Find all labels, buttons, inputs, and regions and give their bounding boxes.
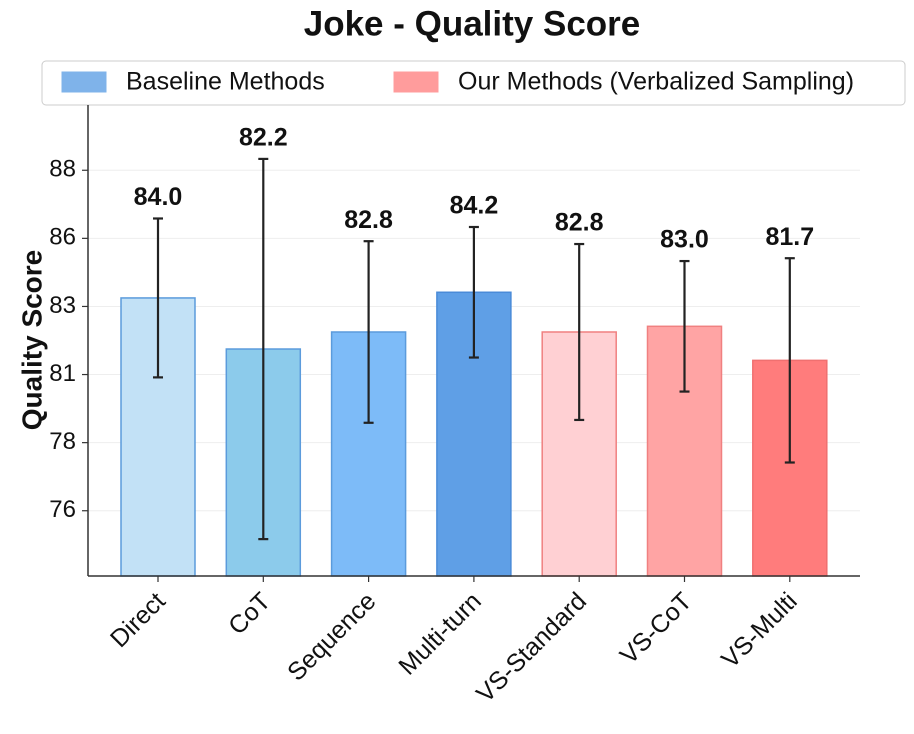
legend-swatch xyxy=(61,71,107,93)
score-label: 84.0 xyxy=(134,183,183,211)
score-label: 82.8 xyxy=(555,209,604,237)
x-tick-label: VS-Multi xyxy=(716,587,803,674)
score-label: 82.2 xyxy=(239,124,288,152)
score-label: 83.0 xyxy=(660,226,709,254)
score-label: 81.7 xyxy=(765,223,814,251)
chart-title: Joke - Quality Score xyxy=(304,4,641,43)
legend-box xyxy=(41,60,906,106)
x-tick-label: Direct xyxy=(105,587,171,653)
y-tick-label: 76 xyxy=(49,496,76,523)
y-tick-label: 81 xyxy=(49,360,76,387)
score-label: 82.8 xyxy=(344,206,393,234)
y-axis-label: Quality Score xyxy=(16,250,47,431)
y-tick-label: 83 xyxy=(49,292,76,319)
y-tick-label: 78 xyxy=(49,428,76,455)
x-tick-label: CoT xyxy=(223,587,276,640)
x-tick-label: VS-CoT xyxy=(615,587,698,670)
x-tick-label: VS-Standard xyxy=(471,587,592,708)
score-label: 84.2 xyxy=(450,192,499,220)
legend-label: Baseline Methods xyxy=(126,68,325,96)
y-tick-label: 86 xyxy=(49,224,76,251)
x-tick-label: Sequence xyxy=(282,587,381,686)
legend-label: Our Methods (Verbalized Sampling) xyxy=(458,68,854,96)
y-tick-label: 88 xyxy=(49,156,76,183)
bar xyxy=(646,325,723,577)
x-tick-label: Multi-turn xyxy=(393,587,486,680)
legend-swatch xyxy=(393,71,439,93)
